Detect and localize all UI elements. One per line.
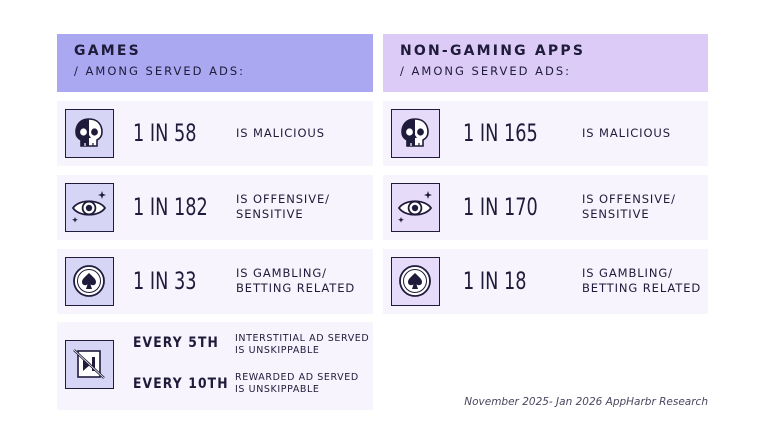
apps-offensive-stat: 1 IN 170	[463, 193, 538, 221]
apps-malicious-stat: 1 IN 165	[463, 119, 538, 147]
games-gambling-desc: IS GAMBLING/ BETTING RELATED	[236, 266, 356, 295]
apps-header: NON-GAMING APPS / AMONG SERVED ADS:	[383, 34, 708, 92]
apps-offensive-desc: IS OFFENSIVE/ SENSITIVE	[582, 192, 676, 221]
eye-icon	[65, 183, 114, 232]
spade-chip-icon	[65, 257, 114, 306]
apps-gambling-card: 1 IN 18 IS GAMBLING/ BETTING RELATED	[383, 249, 708, 314]
games-offensive-card: 1 IN 182 IS OFFENSIVE/ SENSITIVE	[57, 175, 373, 240]
apps-malicious-card: 1 IN 165 IS MALICIOUS	[383, 101, 708, 166]
games-malicious-desc: IS MALICIOUS	[236, 126, 325, 140]
rewarded-frequency: EVERY 10TH	[133, 376, 229, 392]
no-skip-icon	[65, 340, 114, 389]
games-header: GAMES / AMONG SERVED ADS:	[57, 34, 373, 92]
rewarded-desc: REWARDED AD SERVED IS UNSKIPPABLE	[235, 372, 359, 395]
games-unskippable-card: EVERY 5TH INTERSTITIAL AD SERVED IS UNSK…	[57, 322, 373, 410]
games-subtitle: / AMONG SERVED ADS:	[74, 64, 246, 78]
interstitial-frequency: EVERY 5TH	[133, 335, 219, 351]
skull-icon	[391, 109, 440, 158]
eye-icon	[391, 183, 440, 232]
apps-offensive-card: 1 IN 170 IS OFFENSIVE/ SENSITIVE	[383, 175, 708, 240]
apps-gambling-desc: IS GAMBLING/ BETTING RELATED	[582, 266, 702, 295]
apps-subtitle: / AMONG SERVED ADS:	[400, 64, 572, 78]
research-footnote: November 2025- Jan 2026 AppHarbr Researc…	[464, 396, 708, 408]
skull-icon	[65, 109, 114, 158]
games-offensive-stat: 1 IN 182	[133, 193, 208, 221]
games-malicious-card: 1 IN 58 IS MALICIOUS	[57, 101, 373, 166]
spade-chip-icon	[391, 257, 440, 306]
apps-title: NON-GAMING APPS	[400, 43, 586, 59]
games-gambling-card: 1 IN 33 IS GAMBLING/ BETTING RELATED	[57, 249, 373, 314]
games-malicious-stat: 1 IN 58	[133, 119, 197, 147]
apps-gambling-stat: 1 IN 18	[463, 267, 527, 295]
games-offensive-desc: IS OFFENSIVE/ SENSITIVE	[236, 192, 330, 221]
apps-malicious-desc: IS MALICIOUS	[582, 126, 671, 140]
games-title: GAMES	[74, 43, 141, 59]
games-gambling-stat: 1 IN 33	[133, 267, 197, 295]
interstitial-desc: INTERSTITIAL AD SERVED IS UNSKIPPABLE	[235, 333, 370, 356]
